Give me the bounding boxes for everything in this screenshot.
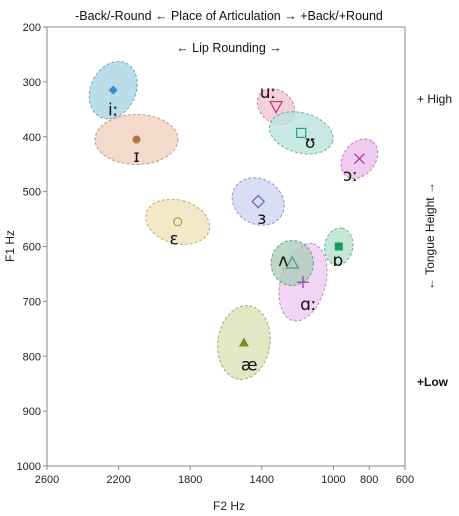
vowel-marker bbox=[269, 100, 284, 114]
x-tick-label: 800 bbox=[360, 474, 378, 486]
vowel-marker bbox=[173, 217, 183, 227]
vowel-marker bbox=[296, 276, 309, 289]
vowel-label: ɒ bbox=[332, 251, 343, 271]
vowel-label: ɪ bbox=[133, 147, 139, 167]
vowel-label: ʌ bbox=[278, 251, 288, 271]
y-tick-label: 400 bbox=[23, 132, 41, 144]
vowel-label: ʊ bbox=[305, 133, 316, 153]
vowel-marker bbox=[238, 337, 249, 347]
vowel-ellipse bbox=[145, 198, 211, 245]
vowel-ellipse bbox=[270, 239, 314, 286]
lip-rounding-label: ← Lip Rounding → bbox=[176, 41, 282, 55]
vowel-label: ɛ bbox=[169, 229, 178, 249]
vowel-marker bbox=[132, 135, 141, 144]
x-tick-label: 1800 bbox=[178, 474, 202, 486]
vowel-marker bbox=[353, 153, 365, 165]
x-tick-label: 2600 bbox=[35, 474, 59, 486]
vowel-marker bbox=[285, 255, 300, 269]
high-label: + High bbox=[417, 92, 452, 106]
tongue-height-label: ← Tongue Height → bbox=[423, 182, 437, 290]
x-tick-label: 1400 bbox=[250, 474, 274, 486]
x-tick-label: 2200 bbox=[106, 474, 130, 486]
vowel-ellipse bbox=[268, 111, 334, 155]
vowel-label: iː bbox=[108, 100, 118, 120]
low-label: +Low bbox=[417, 375, 449, 389]
y-axis-label: F1 Hz bbox=[3, 230, 17, 262]
x-tick-label: 600 bbox=[396, 474, 414, 486]
vowel-label: uː bbox=[260, 83, 277, 103]
vowel-marker bbox=[296, 127, 307, 139]
y-tick-label: 900 bbox=[23, 406, 41, 418]
y-tick-label: 1000 bbox=[17, 461, 41, 473]
place-of-articulation-header: -Back/-Round ← Place of Articulation → +… bbox=[75, 9, 383, 23]
x-axis-label: F2 Hz bbox=[213, 499, 245, 513]
vowel-marker bbox=[251, 194, 266, 209]
vowel-marker bbox=[108, 85, 118, 95]
vowel-label: ɔː bbox=[343, 166, 358, 186]
y-tick-label: 500 bbox=[23, 187, 41, 199]
vowel-label: ɑː bbox=[300, 295, 317, 315]
y-tick-label: 800 bbox=[23, 351, 41, 363]
vowel-ellipse bbox=[231, 177, 285, 226]
vowel-marker bbox=[334, 242, 343, 251]
vowel-label: ɜ bbox=[257, 209, 266, 229]
y-tick-label: 300 bbox=[23, 77, 41, 89]
vowel-label: æ bbox=[241, 355, 258, 375]
y-tick-label: 700 bbox=[23, 296, 41, 308]
x-tick-label: 1000 bbox=[321, 474, 345, 486]
y-tick-label: 200 bbox=[23, 22, 41, 34]
y-tick-label: 600 bbox=[23, 242, 41, 254]
